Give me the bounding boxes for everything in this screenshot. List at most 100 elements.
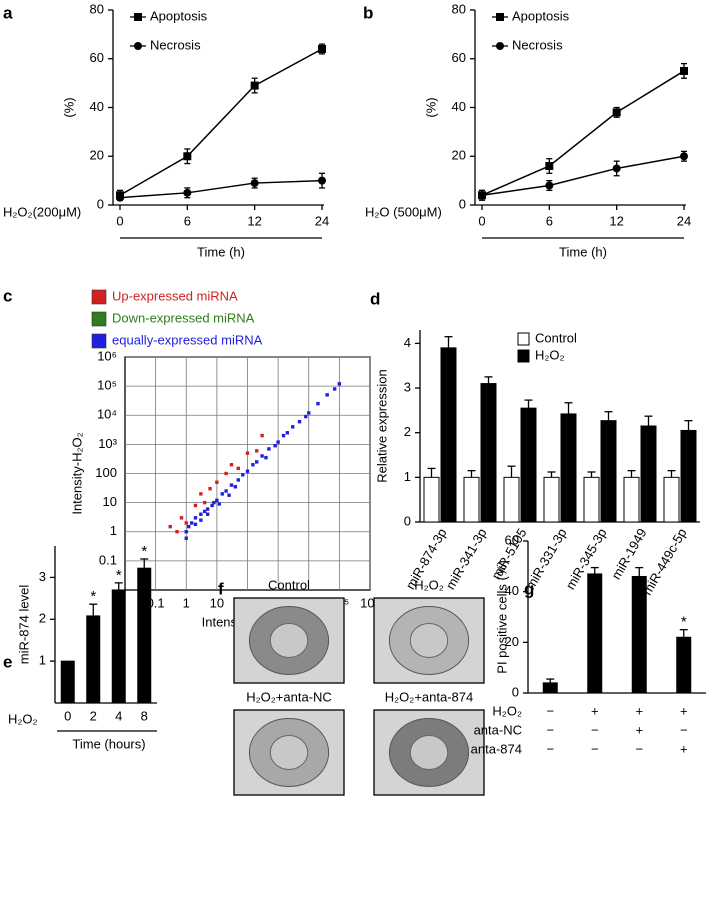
point [285,431,290,435]
row-sign: + [635,703,643,718]
marker [680,66,688,75]
point [220,492,224,496]
point [245,469,250,473]
x-tick-label: 4 [115,708,122,723]
legend-marker [134,42,142,50]
marker [183,188,192,197]
point [208,487,212,491]
point [215,498,219,503]
marker [612,164,621,173]
marker [545,181,554,190]
y-axis-label: (%) [61,97,76,117]
bar [583,476,600,523]
point [217,502,221,506]
x-tick-label: 2 [90,708,97,723]
cell-nucleus [409,735,449,770]
y-tick-label: 10⁴ [97,407,117,422]
bar [587,573,603,694]
point [202,500,207,505]
point [179,516,184,520]
point [241,473,245,477]
point [212,500,216,505]
panel-letter: d [370,289,380,308]
bar [560,413,577,523]
treatment-label: H₂O (500μM) [365,204,442,219]
bar [600,420,617,523]
legend-label: Up-expressed miRNA [112,288,238,303]
y-tick-label: 0 [459,196,466,211]
row-sign: − [546,741,554,756]
marker [680,152,688,161]
point [229,483,234,487]
bar [111,589,126,704]
point [227,493,231,497]
bar [60,660,75,704]
series-line [119,48,323,196]
point [205,507,210,511]
row-sign: + [680,703,688,718]
legend-swatch [517,349,530,363]
point [255,449,259,453]
x-tick-label: miR-341-3p [443,526,490,592]
legend-marker [496,42,504,50]
y-tick-label: 40 [90,99,104,114]
legend-label: Down-expressed miRNA [112,310,255,325]
y-tick-label: 0.1 [99,552,117,567]
x-tick-label: 10 [210,595,224,610]
x-tick-label: 24 [677,213,691,228]
y-axis-label: PI positive cells (%) [494,560,509,673]
legend-swatch [91,289,107,305]
point [291,425,295,429]
legend-swatch [91,333,107,349]
row-sign: + [591,703,599,718]
panel-letter: b [363,3,373,22]
point [210,503,214,508]
marker [478,191,486,200]
y-tick-label: 60 [90,50,104,65]
x-tick-label: 12 [247,213,261,228]
x-axis-label: Time (hours) [72,736,145,751]
legend-label: Necrosis [512,37,563,52]
point [332,387,337,391]
panel-letter: e [3,652,12,671]
point [199,518,203,522]
point [193,503,198,508]
legend-marker [496,13,504,21]
row-label: anta-874 [471,741,522,756]
point [175,530,179,534]
y-tick-label: 60 [505,532,519,547]
series-line [481,155,685,196]
marker [545,162,554,170]
point [297,420,302,424]
legend-marker [134,13,142,21]
bar [542,682,558,694]
legend-label: Apoptosis [150,8,208,23]
point [199,492,203,496]
cell-nucleus [269,735,309,770]
x-tick-label: 0 [116,213,123,228]
point [184,536,188,540]
y-tick-label: 10⁵ [97,378,117,393]
point [193,516,198,520]
y-axis-label: Relative expression [374,369,389,482]
legend-label: equally-expressed miRNA [112,332,263,347]
point [316,401,320,406]
cell-nucleus [409,623,449,658]
point [193,522,198,527]
marker [183,152,192,161]
point [189,521,194,525]
y-tick-label: 2 [404,424,411,439]
bar [680,429,697,523]
point [233,485,238,489]
series-line [481,70,685,196]
point [202,509,207,514]
marker [318,176,326,185]
row-sign: + [680,741,688,756]
bar [440,347,457,523]
y-tick-label: 80 [90,1,104,16]
x-tick-label: miR-1949 [608,526,649,582]
image-label: H₂O₂ [414,577,444,592]
point [229,463,234,467]
row-label: H₂O₂ [492,703,522,718]
